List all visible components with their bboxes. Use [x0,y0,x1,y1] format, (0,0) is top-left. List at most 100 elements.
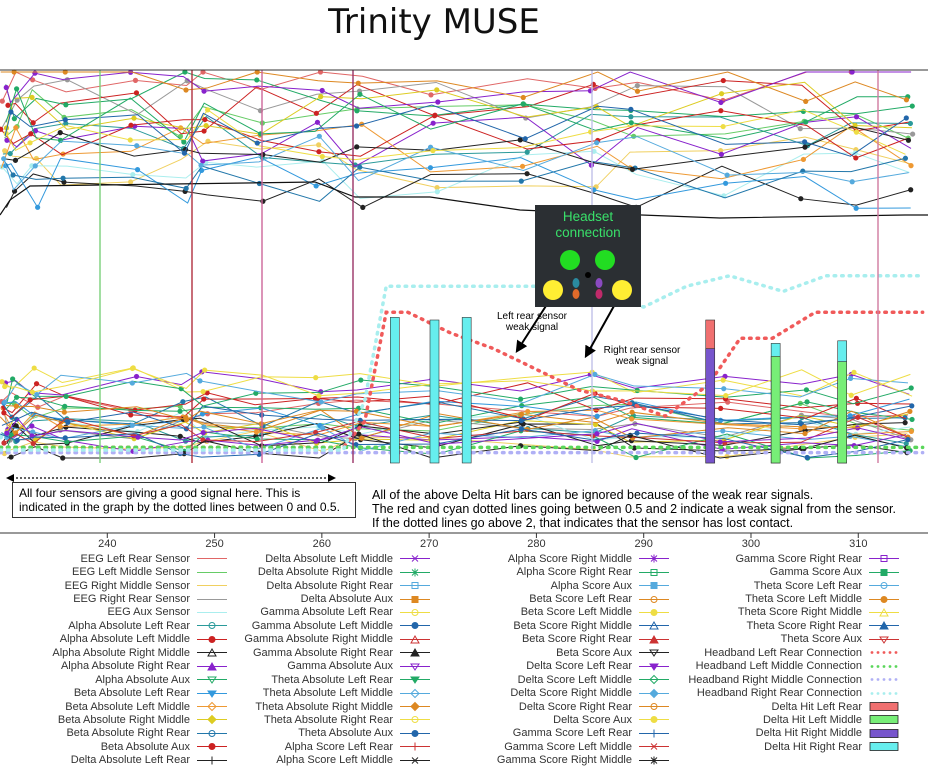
signal-marker [11,188,18,194]
legend-dot-sample [876,691,880,695]
signal-marker [908,428,914,435]
legend-marker-icon [208,743,216,751]
legend-label: Alpha Score Right Rear [516,566,632,579]
signal-marker [1,440,7,446]
legend-item: Alpha Score Right Rear [0,565,670,578]
legend-label: Gamma Score Right Rear [735,552,862,565]
right-rear-annotation-line1: Right rear sensor [603,345,681,356]
legend-marker-icon [880,595,888,603]
signal-marker [360,204,366,211]
signal-marker [804,399,810,405]
signal-line [5,165,911,208]
legend-dot-sample [888,664,892,668]
signal-marker [594,140,600,146]
legend-swatch [869,582,899,590]
legend-dot-sample [894,651,898,655]
legend-label: Beta Score Right Middle [513,619,632,632]
legend-box-sample [869,729,899,738]
signal-marker [5,102,11,108]
legend-dot-sample [888,691,892,695]
legend-swatch [400,608,430,616]
legend-marker-icon [650,554,658,563]
signal-line [4,104,907,157]
legend-swatch [400,582,430,590]
legend-item: Gamma Absolute Left Rear [0,606,431,619]
signal-line [3,395,906,427]
signal-marker [354,144,360,150]
legend-marker-icon [410,676,420,685]
signal-marker [720,123,726,130]
signal-marker [847,413,853,419]
signal-marker [628,114,634,120]
legend-swatch [197,622,227,630]
legend-swatch [400,742,430,751]
signal-marker [2,399,8,405]
legend-item: Theta Score Right Rear [0,619,900,632]
signal-marker [717,439,723,445]
legend-marker-icon [411,756,419,764]
weak-signal-line3: If the dotted lines go above 2, that ind… [372,516,794,530]
signal-marker [29,94,35,100]
legend-label: Beta Score Left Middle [520,606,632,619]
signal-marker [32,70,38,76]
legend-marker-icon [208,729,216,737]
signal-marker [427,165,434,171]
headset-title: Headset connection [535,209,641,241]
legend-label: Gamma Score Left Middle [504,740,632,753]
legend-dot-sample [882,678,886,682]
signal-marker [64,439,70,445]
signal-marker [723,393,729,399]
legend-swatch [400,688,430,698]
legend-label: Beta Absolute Right Rear [66,727,190,740]
legend-item: Theta Score Left Middle [0,592,900,605]
legend-label: Delta Absolute Right Middle [257,566,393,579]
x-tick-label: 290 [635,538,653,550]
signal-marker [634,430,640,436]
legend-label: Theta Absolute Aux [298,727,393,740]
signal-marker [354,108,360,114]
signal-marker [316,149,322,155]
legend-item: Theta Absolute Right Rear [0,713,431,726]
legend-marker-icon [650,756,658,765]
signal-marker [128,412,134,418]
delta-hit-bars [390,317,847,464]
legend-marker-icon [650,729,658,738]
legend-swatch [400,729,430,737]
legend-item: Alpha Score Left Rear [0,740,431,753]
signal-marker [849,179,855,185]
signal-marker [313,110,319,116]
signal-line [4,372,908,404]
legend-label: Beta Absolute Left Rear [73,687,190,700]
signal-marker [355,80,361,86]
legend-label: Gamma Absolute Right Rear [252,646,393,659]
signal-marker [525,408,531,415]
legend-marker-icon [410,663,420,671]
legend-swatch [869,607,899,617]
legend-swatch [197,661,227,671]
signal-marker [435,99,441,105]
signal-marker [855,414,861,420]
legend-item: Headband Right Middle Connection [0,673,900,686]
signal-marker [313,438,319,444]
legend-label: Alpha Absolute Right Middle [52,646,190,659]
legend-item: Gamma Score Left Middle [0,740,670,753]
signal-marker [62,435,68,441]
signal-marker [853,155,859,161]
signal-marker [797,126,803,132]
signal-marker [905,436,911,443]
legend-item: Delta Score Left Rear [0,660,670,673]
signal-marker [65,419,71,425]
legend-item: Theta Absolute Aux [0,727,431,740]
legend-box-sample [869,742,899,752]
signal-marker [320,425,326,431]
legend-marker-icon [879,607,889,617]
legend-label: EEG Right Rear Sensor [73,593,190,606]
signal-marker [10,376,16,382]
legend-marker-icon [410,634,420,644]
legend-dot-sample [888,651,892,655]
legend-item: Delta Absolute Left Rear [0,754,228,767]
signal-marker [718,108,724,114]
signal-marker [319,87,325,94]
signal-marker [7,150,13,157]
signal-marker [518,178,524,184]
